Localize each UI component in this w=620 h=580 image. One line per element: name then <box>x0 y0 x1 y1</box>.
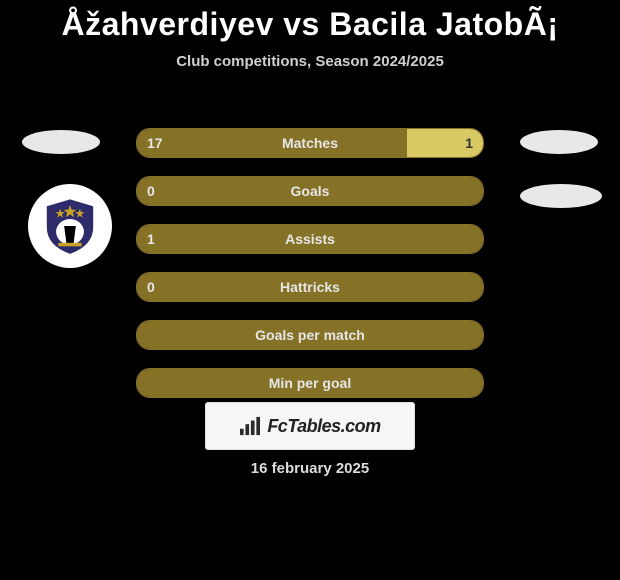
stat-left-value: 1 <box>147 225 155 253</box>
stat-row: Matches17 1 <box>136 128 484 158</box>
comparison-card: Åžahverdiyev vs Bacila JatobÃ¡ Club comp… <box>0 6 620 580</box>
page-subtitle: Club competitions, Season 2024/2025 <box>0 53 620 70</box>
footer-date: 16 february 2025 <box>0 460 620 477</box>
stat-label: Hattricks <box>137 273 483 301</box>
player-right-avatar-placeholder <box>520 130 598 154</box>
watermark-text: FcTables.com <box>267 416 380 437</box>
page-title: Åžahverdiyev vs Bacila JatobÃ¡ <box>0 6 620 43</box>
stat-row: Goals0 <box>136 176 484 206</box>
player-left-club-badge <box>28 184 112 268</box>
stat-row: Min per goal <box>136 368 484 398</box>
club-shield-icon <box>41 197 99 255</box>
stat-left-value: 0 <box>147 273 155 301</box>
stat-label: Matches <box>137 129 483 157</box>
stats-table: Matches171Goals0Assists1Hattricks0Goals … <box>136 128 484 416</box>
stat-left-value: 0 <box>147 177 155 205</box>
stat-label: Min per goal <box>137 369 483 397</box>
bars-icon <box>239 416 261 436</box>
stat-left-value: 17 <box>147 129 163 157</box>
stat-row: Hattricks0 <box>136 272 484 302</box>
stat-right-value: 1 <box>465 129 473 157</box>
stat-label: Goals per match <box>137 321 483 349</box>
stat-label: Goals <box>137 177 483 205</box>
stat-row: Goals per match <box>136 320 484 350</box>
player-right-club-placeholder <box>520 184 602 208</box>
watermark-banner[interactable]: FcTables.com <box>205 402 415 450</box>
player-left-avatar-placeholder <box>22 130 100 154</box>
stat-row: Assists1 <box>136 224 484 254</box>
stat-label: Assists <box>137 225 483 253</box>
